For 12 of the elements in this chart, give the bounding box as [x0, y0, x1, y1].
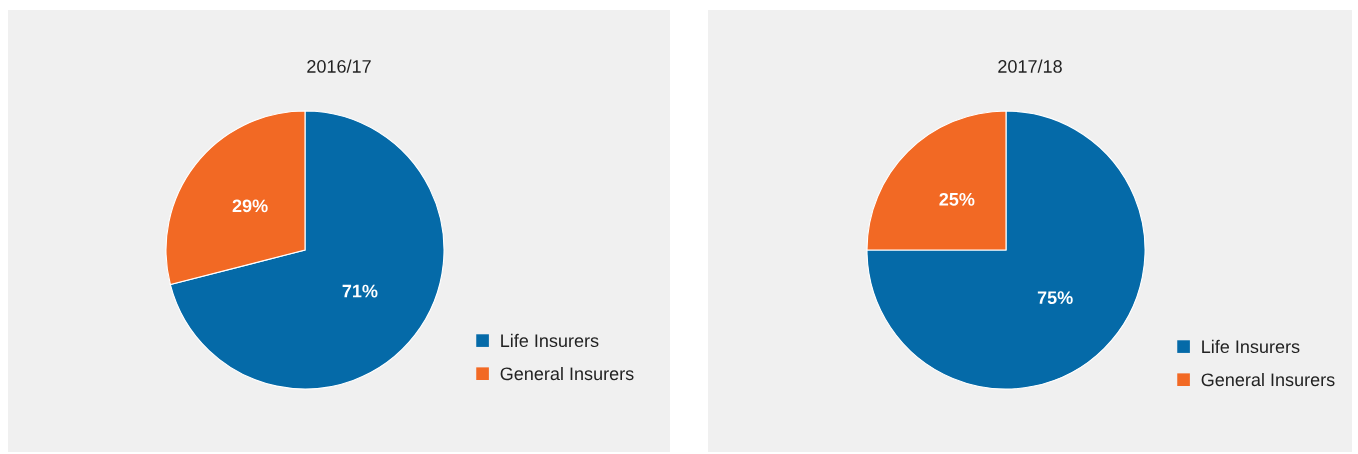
- chart-title: 2016/17: [307, 59, 371, 73]
- pie-slice: [866, 110, 1146, 390]
- data-label: 25%: [939, 192, 975, 206]
- data-label: 75%: [1037, 291, 1073, 304]
- legend-label: General Insurers: [500, 366, 634, 381]
- legend-label: Life Insurers: [1202, 339, 1300, 354]
- chart-title: 2017/18: [998, 59, 1062, 73]
- pie-slice: [169, 110, 445, 390]
- data-label: 71%: [342, 284, 378, 298]
- legend-label: General Insurers: [1201, 372, 1335, 387]
- legend-label: Life Insurers: [501, 333, 599, 348]
- data-label: 29%: [232, 199, 268, 213]
